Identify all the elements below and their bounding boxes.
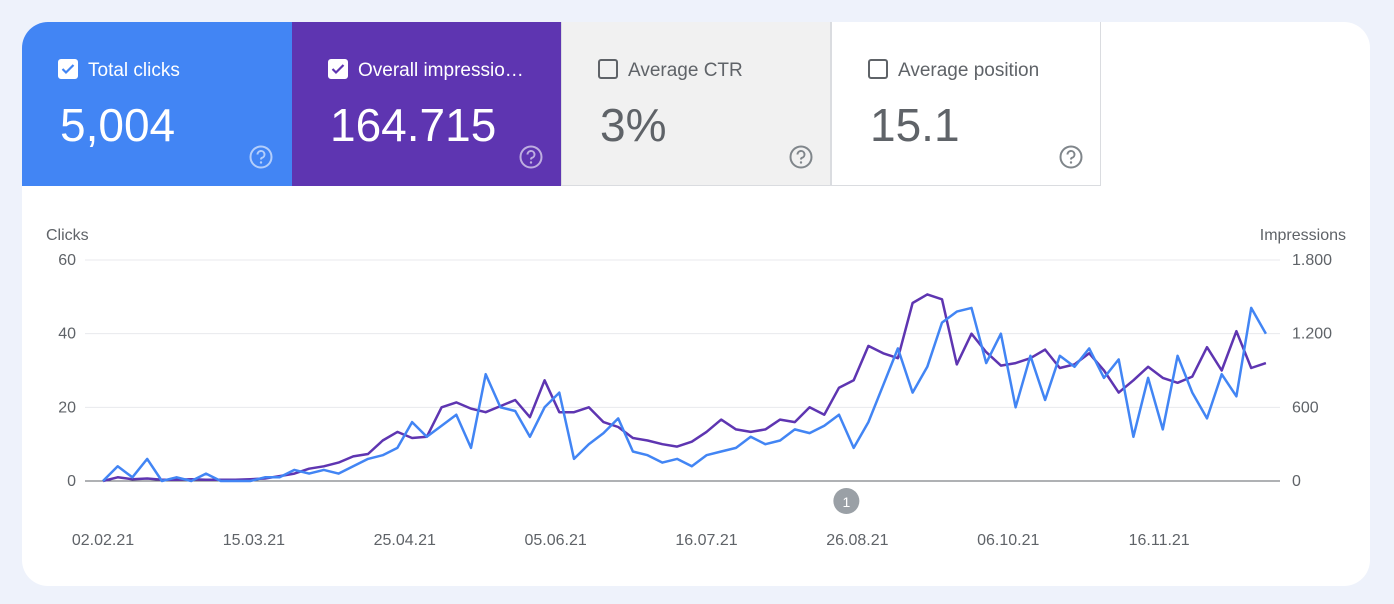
metric-label: Average position bbox=[898, 60, 1040, 81]
help-icon[interactable] bbox=[248, 144, 274, 170]
metric-tab[interactable]: Average position 15.1 bbox=[831, 22, 1101, 186]
annotation-label: 1 bbox=[842, 494, 850, 510]
metric-value: 15.1 bbox=[870, 99, 960, 151]
metric-tab[interactable]: Total clicks 5,004 bbox=[22, 22, 292, 186]
y2-tick-label: 0 bbox=[1292, 473, 1301, 490]
x-tick-label: 05.06.21 bbox=[524, 532, 586, 549]
help-icon[interactable] bbox=[788, 144, 814, 170]
performance-panel: Total clicks 5,004 Overall impressio… 164.7… bbox=[22, 22, 1370, 586]
x-tick-label: 16.11.21 bbox=[1129, 532, 1190, 549]
checkbox[interactable] bbox=[868, 59, 888, 79]
metric-value: 3% bbox=[600, 99, 667, 151]
x-tick-label: 26.08.21 bbox=[826, 532, 888, 549]
x-tick-label: 16.07.21 bbox=[675, 532, 737, 549]
chart: Clicks Impressions020406006001.2001.80002… bbox=[46, 227, 1346, 549]
checkbox[interactable] bbox=[598, 59, 618, 79]
y2-axis-title: Impressions bbox=[1260, 227, 1346, 244]
metric-value: 164.715 bbox=[330, 99, 497, 151]
y-axis-title: Clicks bbox=[46, 227, 89, 244]
y2-tick-label: 1.200 bbox=[1292, 326, 1332, 343]
help-icon[interactable] bbox=[518, 144, 544, 170]
checkbox[interactable] bbox=[328, 59, 348, 79]
x-tick-label: 06.10.21 bbox=[977, 532, 1039, 549]
series-line bbox=[102, 306, 1267, 483]
x-tick-label: 15.03.21 bbox=[223, 532, 285, 549]
y-tick-label: 0 bbox=[67, 473, 76, 490]
metric-tab[interactable]: Overall impressio… 164.715 bbox=[292, 22, 562, 186]
x-tick-label: 02.02.21 bbox=[72, 532, 134, 549]
annotation-marker bbox=[833, 488, 860, 514]
metric-tab[interactable]: Average CTR 3% bbox=[561, 22, 831, 186]
metric-label: Total clicks bbox=[88, 60, 180, 81]
y2-tick-label: 600 bbox=[1292, 399, 1319, 416]
checkbox[interactable] bbox=[58, 59, 78, 79]
series-line bbox=[102, 293, 1267, 483]
x-tick-label: 25.04.21 bbox=[374, 532, 436, 549]
metric-value: 5,004 bbox=[60, 99, 176, 151]
y-tick-label: 40 bbox=[58, 326, 76, 343]
y-tick-label: 60 bbox=[58, 252, 76, 269]
metric-label: Overall impressio… bbox=[358, 60, 524, 81]
help-icon[interactable] bbox=[1058, 144, 1084, 170]
y2-tick-label: 1.800 bbox=[1292, 252, 1332, 269]
metric-label: Average CTR bbox=[628, 60, 743, 81]
y-tick-label: 20 bbox=[58, 399, 76, 416]
